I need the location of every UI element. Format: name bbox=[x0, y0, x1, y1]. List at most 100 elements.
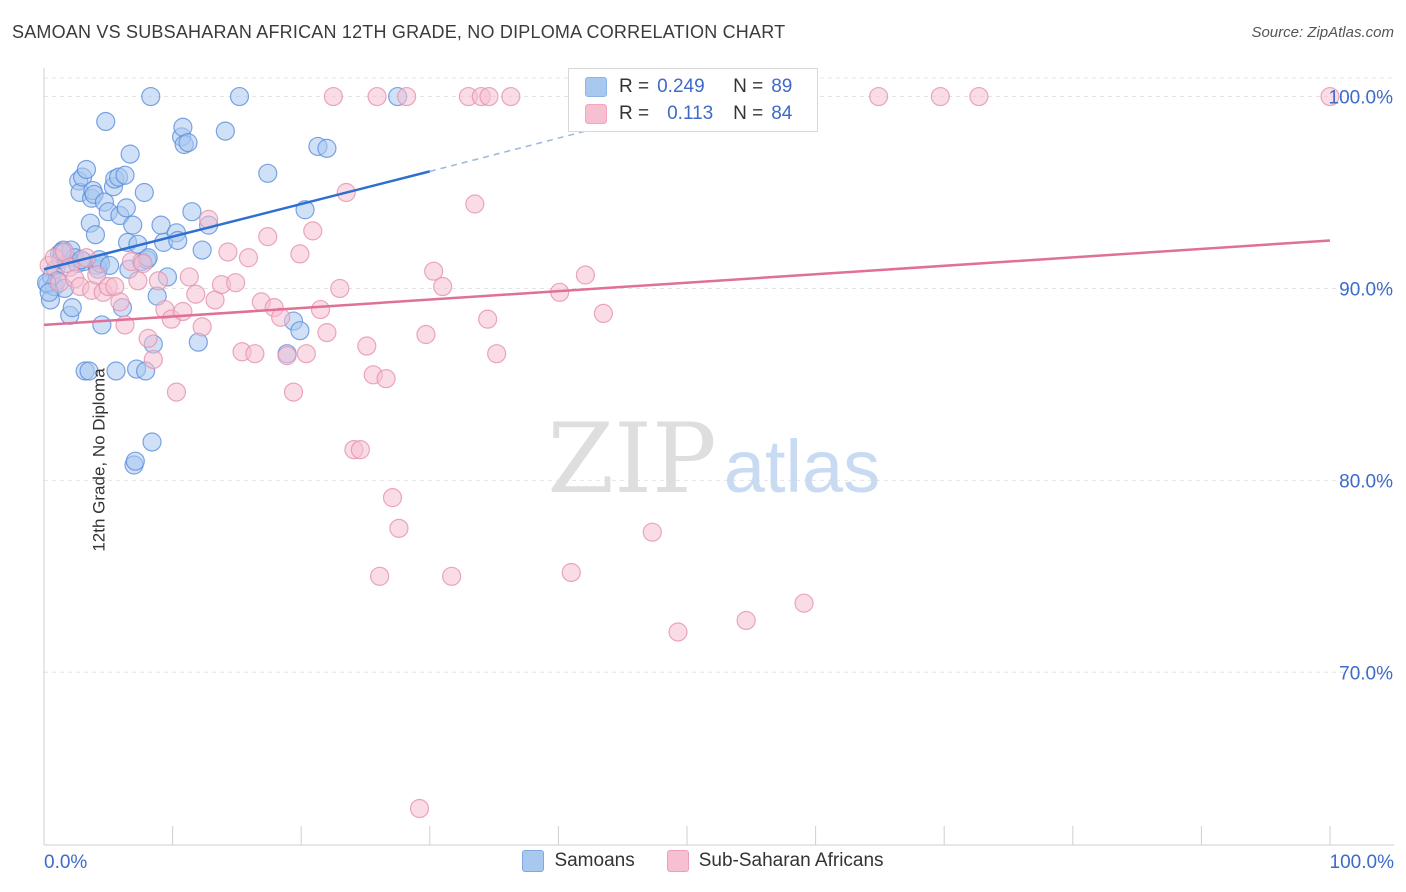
watermark: ZIP atlas bbox=[547, 403, 880, 515]
subsaharan-point bbox=[128, 271, 148, 291]
subsaharan-point bbox=[389, 518, 409, 538]
subsaharan-point bbox=[668, 622, 688, 642]
legend-swatch bbox=[666, 850, 689, 872]
chart-title: SAMOAN VS SUBSAHARAN AFRICAN 12TH GRADE,… bbox=[12, 22, 786, 42]
subsaharan-point bbox=[416, 324, 436, 345]
subsaharan-point bbox=[575, 265, 596, 285]
samoan-trend-line bbox=[43, 170, 431, 271]
subsaharan-point bbox=[218, 242, 238, 262]
x-tick-label-min: 0.0% bbox=[44, 852, 88, 873]
subsaharan-point bbox=[487, 344, 507, 364]
series-legend: Samoans Sub-Saharan Africans bbox=[0, 850, 1406, 872]
samoan-point bbox=[317, 138, 337, 158]
subsaharan-point bbox=[323, 86, 343, 107]
subsaharan-point bbox=[465, 194, 485, 214]
subsaharan-point bbox=[166, 382, 187, 402]
samoan-point bbox=[96, 111, 116, 132]
subsaharan-point bbox=[143, 349, 163, 370]
samoan-point bbox=[215, 121, 235, 141]
subsaharan-point bbox=[296, 344, 316, 364]
samoan-point bbox=[258, 163, 278, 183]
subsaharan-point bbox=[736, 610, 756, 631]
subsaharan-point bbox=[969, 86, 989, 107]
subsaharan-point bbox=[367, 86, 387, 107]
subsaharan-point bbox=[501, 86, 521, 107]
r-label: R = bbox=[619, 103, 650, 124]
legend-swatch-subsaharan bbox=[585, 104, 607, 124]
subsaharan-point bbox=[283, 382, 304, 402]
subsaharan-point bbox=[290, 244, 310, 264]
correlation-legend: R = 0.249 N = 89 R = 0.113 N = 84 bbox=[568, 68, 818, 132]
subsaharan-point bbox=[433, 276, 453, 297]
subsaharan-point bbox=[238, 248, 259, 268]
n-value: 84 bbox=[771, 103, 793, 124]
subsaharan-point bbox=[424, 261, 444, 281]
subsaharan-point bbox=[303, 221, 323, 241]
subsaharan-point bbox=[258, 227, 278, 247]
n-label: N = bbox=[733, 76, 764, 97]
subsaharan-point bbox=[310, 299, 331, 320]
r-value: 0.249 bbox=[657, 76, 705, 97]
legend-swatch bbox=[522, 850, 545, 872]
legend-swatch-samoans bbox=[585, 77, 607, 97]
subsaharan-point bbox=[869, 86, 889, 107]
subsaharan-point bbox=[442, 566, 462, 586]
subsaharan-point bbox=[192, 317, 212, 337]
subsaharan-point bbox=[593, 303, 614, 324]
samoan-point bbox=[62, 298, 82, 318]
subsaharan-point bbox=[138, 328, 158, 348]
subsaharan-point bbox=[370, 566, 390, 586]
subsaharan-point bbox=[179, 267, 199, 287]
samoan-point bbox=[106, 361, 126, 381]
subsaharan-point bbox=[357, 336, 377, 356]
legend-row-subsaharan: R = 0.113 N = 84 bbox=[585, 102, 792, 126]
samoan-point bbox=[134, 182, 154, 203]
samoan-point bbox=[229, 86, 250, 107]
legend-row-samoans: R = 0.249 N = 89 bbox=[585, 75, 792, 99]
y-tick-label: 80.0% bbox=[1339, 471, 1393, 492]
subsaharan-point bbox=[350, 440, 370, 460]
samoan-point bbox=[290, 321, 310, 341]
subsaharan-point bbox=[226, 273, 246, 293]
samoan-point bbox=[120, 144, 140, 164]
legend-label: Sub-Saharan Africans bbox=[698, 850, 884, 871]
subsaharan-point bbox=[173, 301, 193, 322]
subsaharan-point bbox=[87, 265, 107, 285]
samoan-point bbox=[125, 451, 145, 471]
samoan-point bbox=[92, 315, 112, 335]
samoan-point bbox=[178, 133, 198, 153]
legend-item-samoans[interactable]: Samoans bbox=[522, 850, 635, 872]
samoan-point bbox=[141, 86, 161, 107]
subsaharan-point bbox=[479, 86, 499, 107]
n-label: N = bbox=[733, 103, 764, 124]
watermark-zip: ZIP bbox=[547, 403, 716, 515]
samoan-point bbox=[116, 198, 136, 218]
subsaharan-point bbox=[186, 284, 206, 304]
legend-item-subsaharan[interactable]: Sub-Saharan Africans bbox=[666, 850, 884, 872]
y-tick-labels: 100.0% 90.0% 80.0% 70.0% bbox=[1329, 88, 1394, 685]
r-label: R = bbox=[619, 76, 650, 97]
subsaharan-point bbox=[277, 346, 297, 366]
subsaharan-point bbox=[245, 344, 265, 364]
subsaharan-trend-line bbox=[43, 239, 1331, 327]
samoan-point bbox=[99, 255, 120, 276]
subsaharan-point bbox=[382, 488, 403, 508]
samoan-point bbox=[123, 215, 143, 235]
subsaharan-point bbox=[794, 593, 814, 613]
y-axis-label: 12th Grade, No Diploma bbox=[89, 368, 109, 552]
subsaharan-point bbox=[330, 278, 350, 299]
subsaharan-point bbox=[397, 86, 417, 107]
legend-label: Samoans bbox=[554, 850, 635, 871]
subsaharan-point bbox=[930, 86, 950, 107]
source-label: Source: ZipAtlas.com bbox=[1251, 24, 1394, 41]
grid-lines bbox=[44, 77, 1394, 673]
trend-lines bbox=[43, 120, 1331, 327]
samoan-point bbox=[182, 202, 202, 222]
y-tick-label: 70.0% bbox=[1339, 663, 1393, 684]
subsaharan-point bbox=[1320, 86, 1340, 107]
subsaharan-point bbox=[133, 253, 153, 274]
samoan-point bbox=[85, 225, 106, 245]
subsaharan-point bbox=[148, 271, 169, 291]
n-value: 89 bbox=[771, 76, 793, 97]
